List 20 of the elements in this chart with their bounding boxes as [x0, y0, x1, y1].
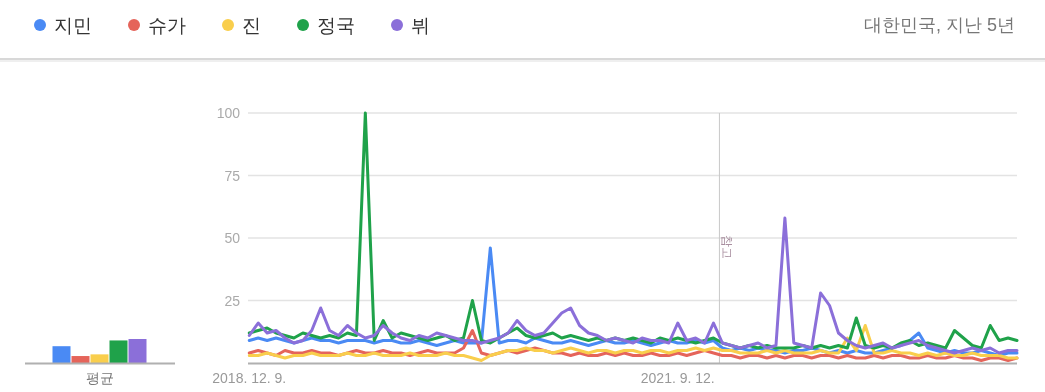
legend-label: 뷔: [411, 15, 430, 36]
y-tick-label: 75: [224, 167, 241, 184]
x-tick-label: 2018. 12. 9.: [212, 370, 287, 386]
bar: [71, 356, 90, 363]
chart-subtitle: 대한민국, 지난 5년: [863, 15, 1015, 35]
legend-label: 슈가: [148, 15, 186, 36]
legend-label: 지민: [54, 15, 92, 36]
x-tick-label: 2021. 9. 12.: [640, 370, 715, 386]
bar: [52, 346, 71, 363]
legend-label: 진: [242, 15, 261, 36]
bar: [109, 340, 128, 363]
line-series: [247, 216, 1019, 355]
ref-line-label: 참고: [720, 235, 735, 259]
bar: [128, 339, 147, 363]
y-tick-label: 100: [216, 105, 241, 121]
bar: [90, 354, 109, 363]
y-tick-label: 50: [224, 230, 241, 246]
legend-label: 정국: [317, 15, 355, 36]
x-tick-label: 평균: [86, 370, 114, 386]
y-tick-label: 25: [224, 292, 241, 309]
